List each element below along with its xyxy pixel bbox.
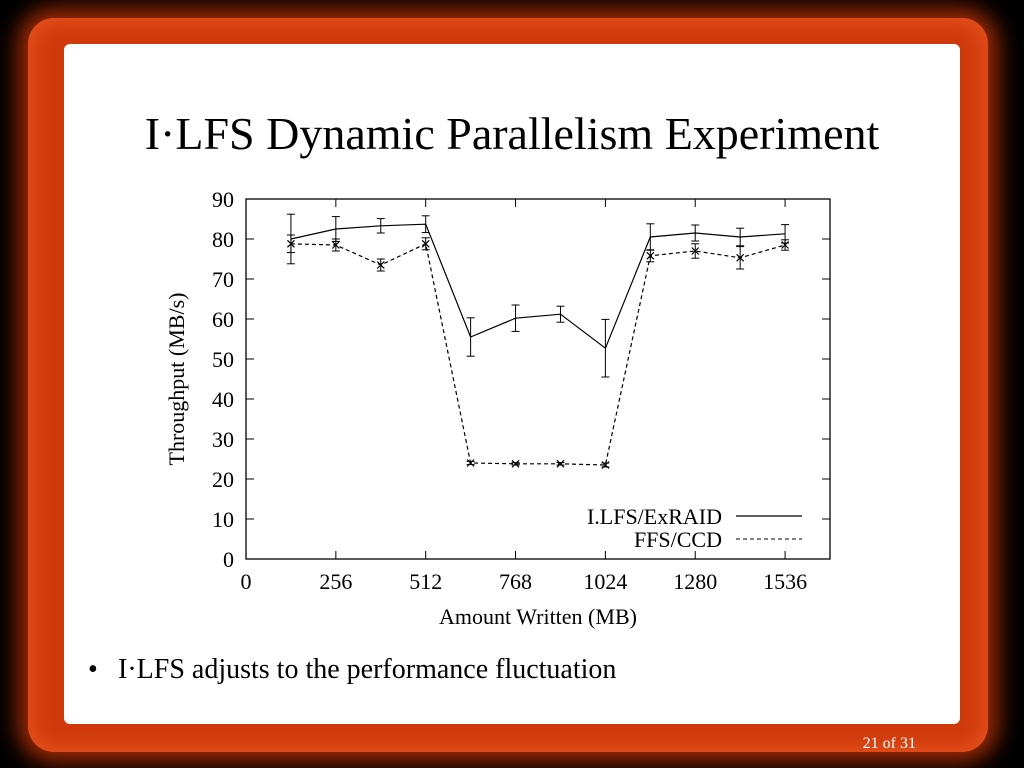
data-point-1-1 [331,241,340,249]
data-point-1-10 [736,253,745,262]
series-line-1 [290,242,786,466]
series-line-0 [290,223,786,350]
plot-area-frame [245,198,831,560]
bullet-text: I·LFS adjusts to the performance fluctua… [118,654,617,685]
legend-label-1: FFS/CCD [634,527,722,552]
throughput-chart: 0 10 20 30 40 50 60 70 80 90 0 256 512 768 1024 1280 153… [164,187,831,629]
data-point-1-4 [466,459,475,467]
y-tick-label-4: 40 [212,387,234,412]
y-tick-label-1: 10 [212,507,234,532]
legend-label-0: I.LFS/ExRAID [587,504,722,529]
x-tick-label-6: 1536 [763,569,807,594]
x-tick-label-2: 512 [409,569,442,594]
x-tick-label-3: 768 [499,569,532,594]
y-axis-label: Throughput (MB/s) [164,293,189,466]
x-tick-label-0: 0 [241,569,252,594]
y-tick-label-8: 80 [212,227,234,252]
data-point-1-5 [511,459,520,468]
data-point-1-3 [421,239,430,248]
x-tick-label-4: 1024 [583,569,627,594]
x-axis-label: Amount Written (MB) [439,604,637,629]
data-point-1-6 [556,459,565,468]
y-tick-label-7: 70 [212,267,234,292]
y-tick-label-0: 0 [223,547,234,572]
series-layer [286,213,790,469]
data-point-1-11 [781,241,790,249]
data-point-1-8 [646,251,655,260]
bullet-dot-icon: • [88,654,98,685]
page-number: 21 of 31 [862,735,916,752]
y-tick-label-5: 50 [212,347,234,372]
y-tick-label-9: 90 [212,187,234,212]
data-point-1-7 [601,461,610,469]
legend: I.LFS/ExRAID FFS/CCD [587,504,802,552]
axis-ticks: 0 10 20 30 40 50 60 70 80 90 0 256 512 768 1024 1280 153… [212,187,830,594]
y-tick-label-2: 20 [212,467,234,492]
data-point-1-9 [691,247,700,255]
x-tick-label-1: 256 [319,569,352,594]
data-point-1-0 [286,239,295,248]
y-tick-label-6: 60 [212,307,234,332]
x-tick-label-5: 1280 [673,569,717,594]
bullet-item: • I·LFS adjusts to the performance fluctu… [88,652,616,688]
y-tick-label-3: 30 [212,427,234,452]
slide-canvas [64,44,960,724]
data-point-1-2 [376,261,385,269]
slide-title: I·LFS Dynamic Parallelism Experiment [144,108,880,159]
